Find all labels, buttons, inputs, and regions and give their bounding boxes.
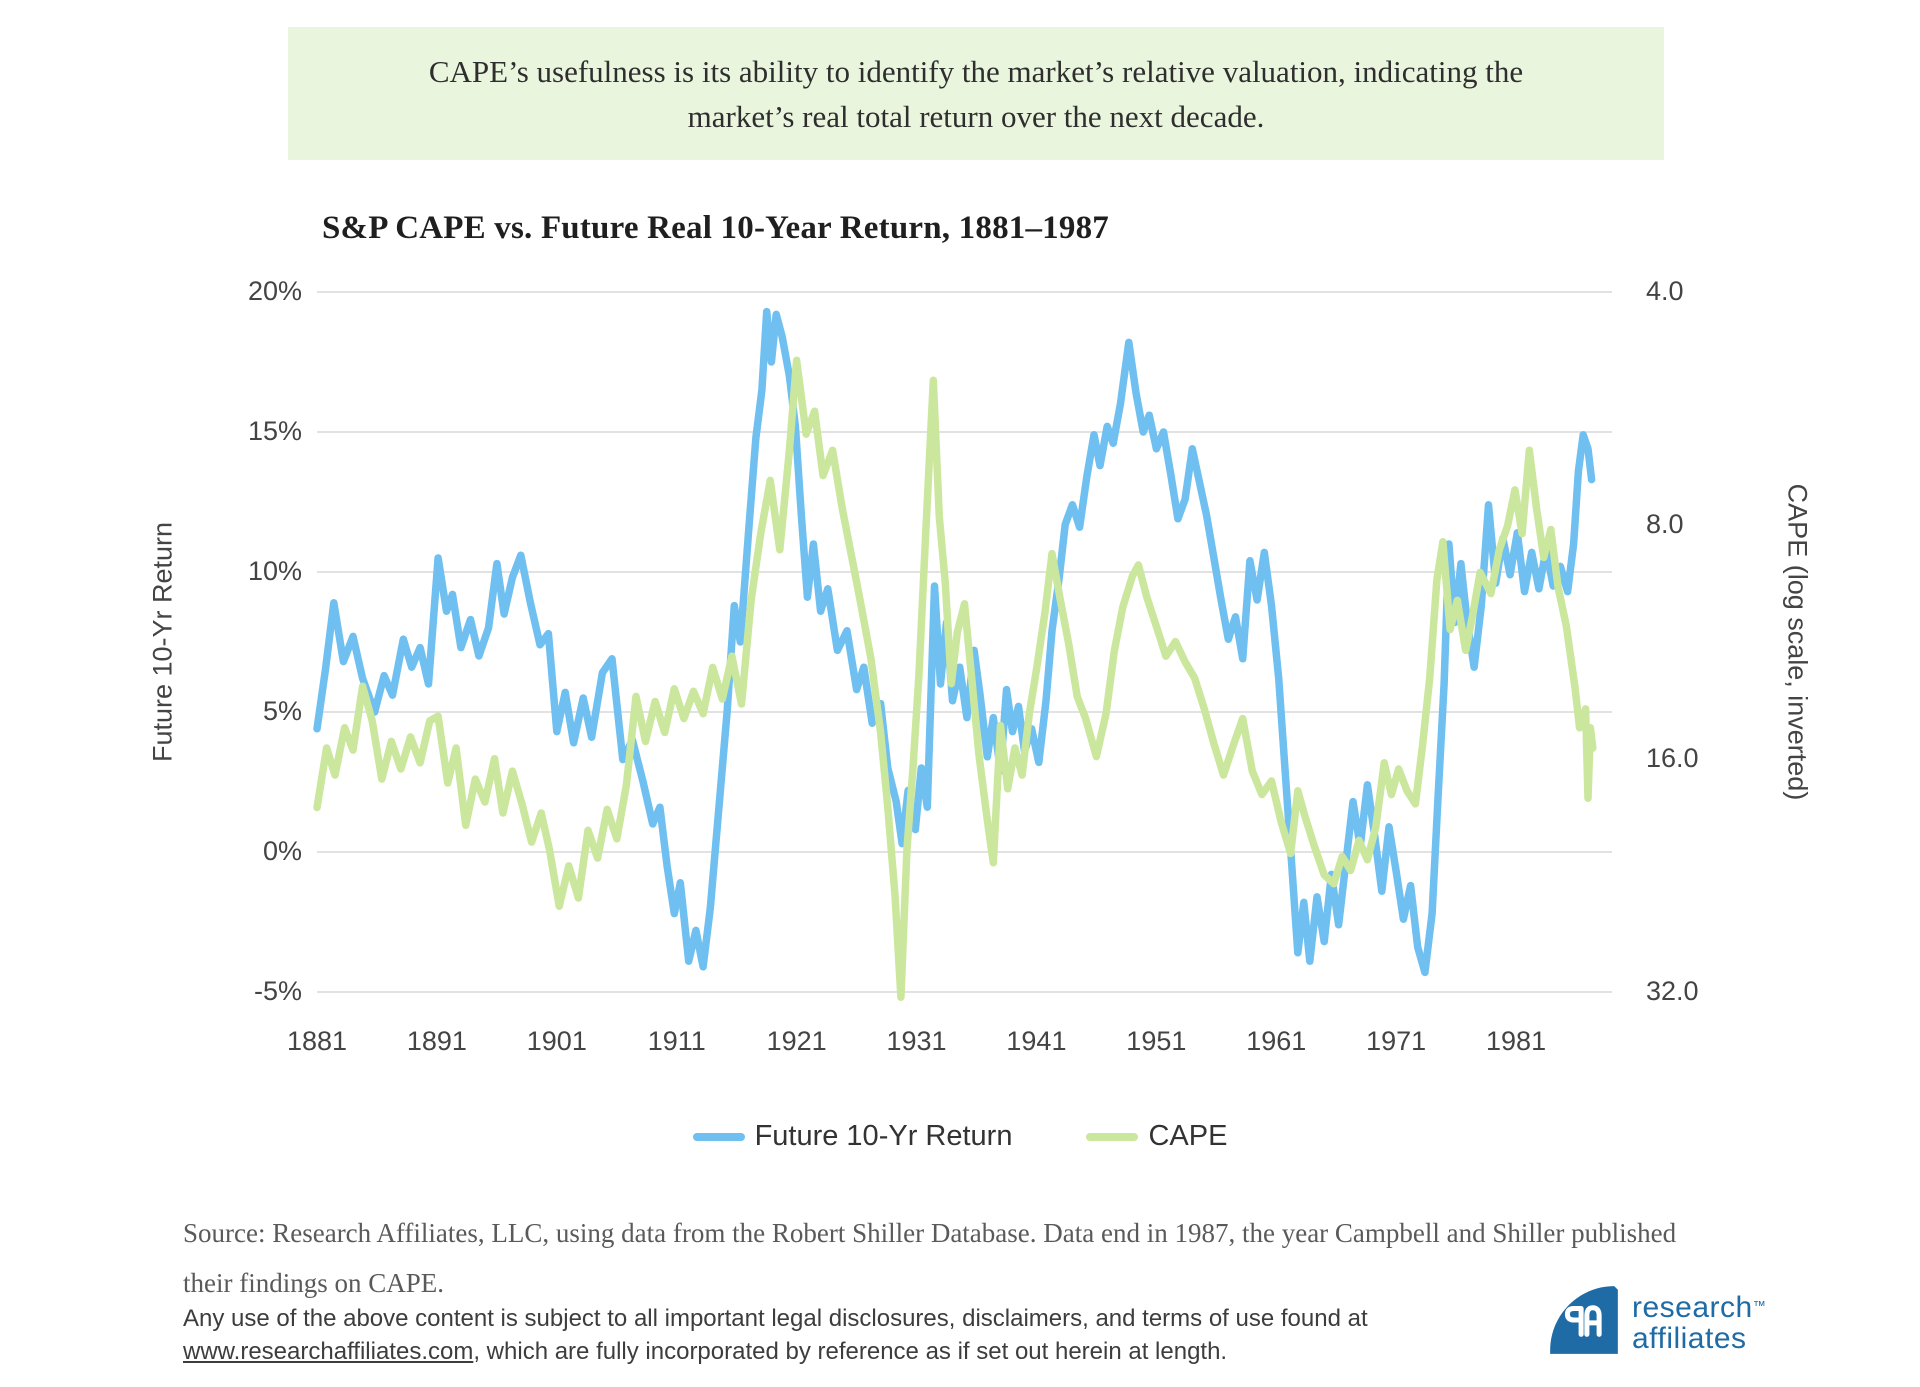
legend-line-swatch-blue xyxy=(692,1132,745,1141)
x-axis-tick-label: 1941 xyxy=(1006,1026,1067,1056)
x-axis-tick-label: 1911 xyxy=(647,1026,706,1056)
researchaffiliates-link[interactable]: www.researchaffiliates.com xyxy=(183,1338,474,1365)
logo-sail-icon xyxy=(1550,1286,1618,1354)
chart-legend: Future 10-Yr Return CAPE xyxy=(0,1120,1920,1153)
logo-word-affiliates: affiliates xyxy=(1632,1322,1747,1355)
trademark-symbol: ™ xyxy=(1752,1298,1767,1313)
y-left-axis-title: Future 10-Yr Return xyxy=(147,521,178,763)
legal-disclaimer: Any use of the above content is subject … xyxy=(183,1302,1493,1368)
legend-label: CAPE xyxy=(1148,1120,1228,1152)
series-line-cape xyxy=(313,356,1597,1001)
x-axis-tick-label: 1981 xyxy=(1486,1026,1547,1056)
research-affiliates-logo: research™ affiliates xyxy=(1548,1284,1766,1356)
x-axis-tick-label: 1931 xyxy=(886,1026,947,1056)
x-axis-tick-label: 1921 xyxy=(766,1026,827,1056)
logo-wordmark: research™ affiliates xyxy=(1632,1284,1766,1354)
legend-line-swatch-green xyxy=(1086,1132,1139,1141)
y-left-tick-label: 20% xyxy=(247,276,302,306)
y-left-tick-label: -5% xyxy=(253,976,302,1006)
legend-item-future-return: Future 10-Yr Return xyxy=(692,1120,1013,1153)
y-right-tick-label: 16.0 xyxy=(1646,742,1699,773)
y-right-tick-label: 32.0 xyxy=(1646,976,1699,1006)
callout-text: CAPE’s usefulness is its ability to iden… xyxy=(428,53,1524,134)
x-axis-tick-label: 1881 xyxy=(286,1026,348,1056)
legal-text-after: , which are fully incorporated by refere… xyxy=(473,1338,1228,1365)
y-left-tick-label: 15% xyxy=(247,416,302,446)
x-axis-tick-label: 1961 xyxy=(1246,1026,1307,1056)
logo-word-research: research xyxy=(1632,1291,1753,1324)
x-axis-tick-label: 1971 xyxy=(1366,1026,1427,1056)
callout-banner: CAPE’s usefulness is its ability to iden… xyxy=(288,27,1664,160)
y-right-tick-label: 8.0 xyxy=(1646,509,1684,540)
y-right-tick-label: 4.0 xyxy=(1646,276,1684,306)
y-left-tick-label: 0% xyxy=(262,836,302,866)
legal-text-before: Any use of the above content is subject … xyxy=(183,1305,1368,1332)
y-right-axis-title: CAPE (log scale, inverted) xyxy=(1782,483,1813,801)
y-left-tick-label: 5% xyxy=(262,696,302,726)
x-axis-tick-label: 1891 xyxy=(406,1026,467,1056)
legend-label: Future 10-Yr Return xyxy=(754,1120,1013,1152)
chart-title: S&P CAPE vs. Future Real 10-Year Return,… xyxy=(322,210,1109,246)
y-left-tick-label: 10% xyxy=(247,556,302,586)
legend-item-cape: CAPE xyxy=(1086,1120,1227,1153)
x-axis-tick-label: 1901 xyxy=(526,1026,587,1056)
x-axis-tick-label: 1951 xyxy=(1126,1026,1187,1056)
source-note: Source: Research Affiliates, LLC, using … xyxy=(183,1218,1677,1298)
